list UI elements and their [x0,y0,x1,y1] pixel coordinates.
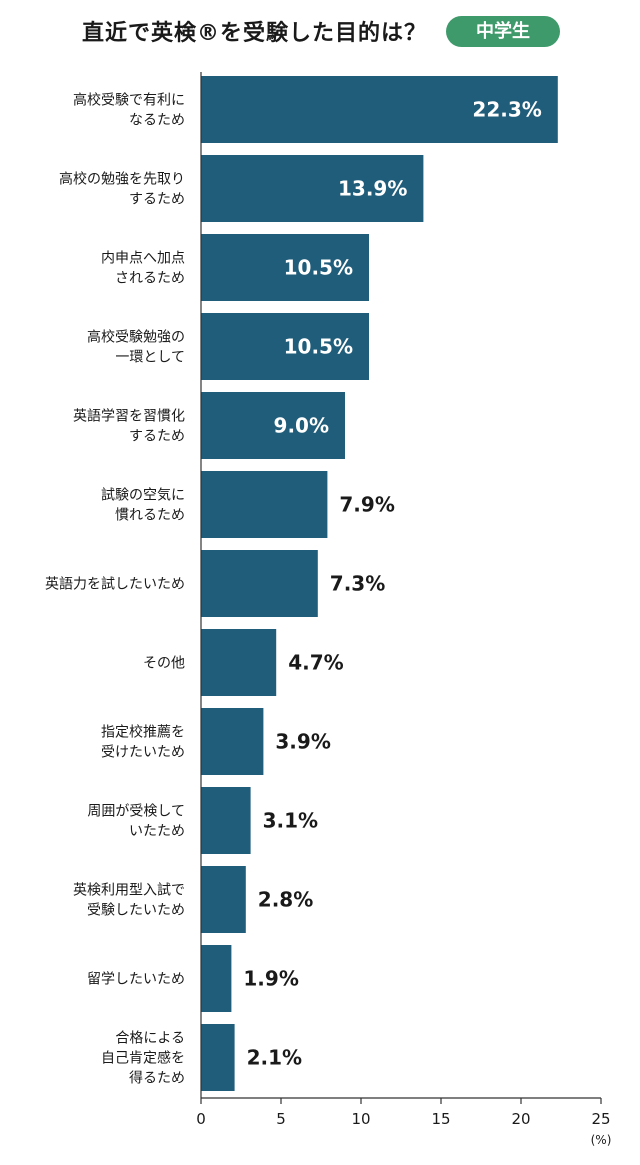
category-label: 高校受験勉強の [87,329,185,346]
category-label: 自己肯定感を [101,1050,185,1067]
bar [201,866,246,933]
value-label: 10.5% [284,335,353,359]
category-label: するため [129,429,185,445]
x-tick-label: 10 [351,1110,370,1128]
bar [201,392,345,459]
bar [201,945,232,1012]
value-label: 3.9% [275,730,330,754]
category-label: 慣れるため [115,507,185,524]
category-label: 高校受験で有利に [73,92,185,109]
bar [201,787,251,854]
value-label: 7.9% [339,493,394,517]
bar [201,1024,235,1091]
value-label: 9.0% [274,414,329,438]
chart-title: 直近で英検®を受験した目的は？ [82,21,428,46]
bar [201,313,369,380]
category-label: なるため [129,113,185,129]
grade-badge: 中学生 [446,16,560,47]
category-label: 合格による [115,1031,185,1047]
category-label: いたため [129,824,185,840]
category-label: 高校の勉強を先取り [59,171,185,188]
value-label: 7.3% [330,572,385,596]
bar [201,708,264,775]
category-label: されるため [115,271,185,287]
value-label: 1.9% [243,967,298,991]
category-label: 一環として [115,350,185,366]
value-label: 2.1% [247,1046,302,1070]
value-label: 10.5% [284,256,353,280]
value-label: 3.1% [263,809,318,833]
bar [201,471,328,538]
category-label: 英語力を試したいため [45,576,185,593]
value-label: 13.9% [338,177,407,201]
category-label: 受験したいため [87,903,185,919]
bar [201,155,424,222]
bar [201,550,318,617]
category-label: 英語学習を習慣化 [73,408,185,425]
x-tick-label: 20 [511,1110,530,1128]
x-tick-label: 15 [431,1110,450,1128]
bar [201,234,369,301]
category-label: 試験の空気に [101,488,185,504]
category-label: するため [129,192,185,208]
x-tick-label: 5 [276,1110,286,1128]
value-label: 2.8% [258,888,313,912]
category-label: 受けたいため [101,745,185,761]
value-label: 4.7% [288,651,343,675]
category-label: 留学したいため [87,972,185,988]
category-label: 指定校推薦を [101,724,185,741]
x-tick-label: 25 [591,1110,610,1128]
category-label: 英検利用型入試で [73,882,185,899]
chart-header: 直近で英検®を受験した目的は？ 中学生 [0,0,640,64]
bar [201,629,277,696]
value-label: 22.3% [472,98,541,122]
category-label: 周囲が受検して [87,804,185,820]
x-unit-label: (%) [591,1133,612,1147]
category-label: 内申点へ加点 [101,251,185,267]
bar [201,76,558,143]
category-label: 得るため [129,1070,185,1087]
category-label: その他 [143,656,185,672]
x-tick-label: 0 [196,1110,206,1128]
